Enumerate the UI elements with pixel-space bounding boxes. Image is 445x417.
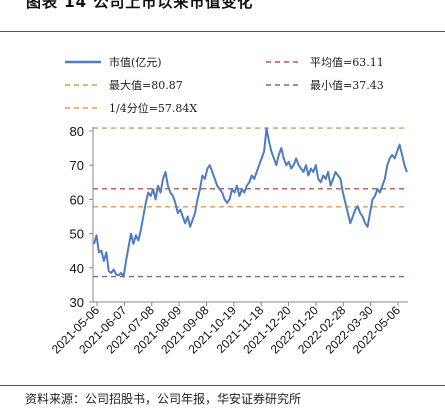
legend-label: 1/4分位=57.84X [109,101,197,115]
y-tick-label: 30 [70,295,84,310]
bottom-divider [0,385,445,386]
reference-lines [93,127,408,278]
y-tick-label: 50 [70,227,84,242]
chart-title: 图表 14 公司上市以来市值变化 [26,0,254,11]
legend-label: 平均值=63.11 [310,56,384,69]
y-tick-label: 70 [70,158,84,173]
legend-label: 最小值=37.43 [310,79,384,92]
series-layer [93,127,408,278]
market-cap-line [93,127,408,278]
legend-label: 最大值=80.87 [109,78,183,92]
legend-label: 市值(亿元) [109,55,162,69]
legend: 市值(亿元) 平均值=63.11 最大值=80.87 最小值=37.43 1/4分位=5… [65,55,384,115]
market-cap-chart: 市值(亿元) 平均值=63.11 最大值=80.87 最小值=37.43 1/4分位=5… [49,55,408,357]
y-tick-label: 80 [70,124,84,139]
y-tick-label: 40 [70,261,84,276]
source-note: 资料来源：公司招股书，公司年报，华安证券研究所 [25,392,302,406]
axes: 8070605040302021-05-062021-06-072021-07-… [49,124,408,357]
top-divider [0,31,445,32]
y-tick-label: 60 [70,192,84,207]
